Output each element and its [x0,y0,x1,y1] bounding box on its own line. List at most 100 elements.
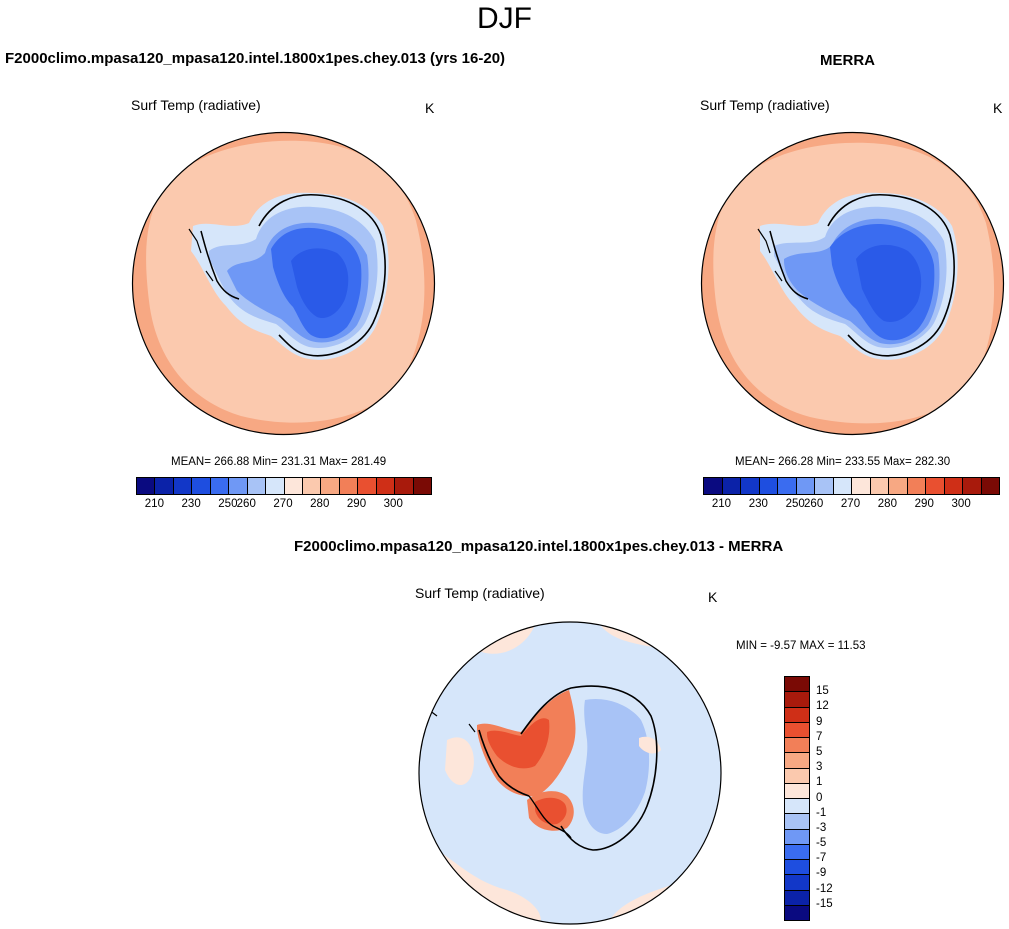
colorbar-swatch [395,478,414,494]
colorbar-swatch [785,722,809,738]
colorbar-swatch [785,753,809,769]
colorbar-swatch [722,478,741,494]
panel1-title: F2000climo.mpasa120_mpasa120.intel.1800x… [5,50,506,67]
colorbar-swatch [785,844,809,860]
panel3-variable-label: Surf Temp (radiative) [415,585,545,601]
panel2-title: MERRA [820,52,875,69]
panel3-colorbar-labels: 15 12 9 7 5 3 1 0 -1 -3 -5 -7 -9 -12 -15 [816,676,846,919]
panel3-units-label: K [708,589,718,605]
colorbar-tick-label: 290 [914,498,934,510]
colorbar-swatch [413,478,431,494]
colorbar-tick-label: 7 [816,730,823,743]
panel2-colorbar [703,477,1000,495]
colorbar-tick-label: 3 [816,761,823,774]
colorbar-swatch [852,478,871,494]
colorbar-swatch [759,478,778,494]
colorbar-swatch [944,478,963,494]
colorbar-tick-label: -15 [816,897,833,910]
panel2-polar-map [700,131,1005,436]
colorbar-tick-label: -1 [816,806,827,819]
colorbar-tick-label: 5 [816,745,823,758]
colorbar-tick-label: 210 [711,498,732,510]
colorbar-swatch [229,478,248,494]
colorbar-tick-label: 300 [383,498,403,510]
colorbar-swatch [210,478,230,494]
colorbar-tick-label: -5 [816,837,827,850]
colorbar-swatch [137,478,156,494]
panel3-title: F2000climo.mpasa120_mpasa120.intel.1800x… [294,538,784,555]
colorbar-swatch [192,478,211,494]
colorbar-swatch [778,478,797,494]
colorbar-swatch [785,738,809,754]
colorbar-tick-label: -3 [816,821,827,834]
colorbar-swatch [907,478,926,494]
colorbar-swatch [785,814,809,830]
panel1-colorbar [136,477,432,495]
colorbar-swatch [785,692,809,708]
colorbar-tick-label: 270 [273,498,293,510]
colorbar-swatch [785,783,809,799]
panel1-variable-label: Surf Temp (radiative) [131,97,261,113]
colorbar-swatch [266,478,285,494]
colorbar-swatch [785,799,809,815]
colorbar-tick-label: -7 [816,852,827,865]
colorbar-tick-label: 270 [840,498,861,510]
colorbar-swatch [926,478,945,494]
colorbar-swatch [785,768,809,784]
colorbar-swatch [704,478,723,494]
panel3-stats: MIN = -9.57 MAX = 11.53 [736,640,866,652]
colorbar-swatch [302,478,322,494]
colorbar-tick-label: 250 [218,498,238,510]
colorbar-tick-label: 290 [346,498,367,510]
panel2-stats: MEAN= 266.28 Min= 233.55 Max= 282.30 [735,456,951,468]
colorbar-swatch [155,478,174,494]
colorbar-tick-label: 280 [877,498,897,510]
colorbar-tick-label: 9 [816,715,823,728]
colorbar-swatch [815,478,834,494]
panel1-colorbar-labels: 210 230 250 260 270 280 290 300 [136,498,430,514]
panel2-variable-label: Surf Temp (radiative) [700,97,830,113]
colorbar-tick-label: 230 [748,498,768,510]
colorbar-swatch [785,829,809,845]
colorbar-swatch [785,905,809,920]
panel1-units-label: K [425,100,435,116]
panel1-stats: MEAN= 266.88 Min= 231.31 Max= 281.49 [171,456,387,468]
colorbar-swatch [963,478,982,494]
panel2-units-label: K [993,100,1003,116]
panel3-polar-map [418,621,722,925]
colorbar-swatch [785,707,809,723]
colorbar-tick-label: -9 [816,867,827,880]
colorbar-swatch [889,478,908,494]
panel1-polar-map [131,131,436,436]
colorbar-tick-label: 230 [181,498,201,510]
colorbar-swatch [785,677,809,693]
colorbar-tick-label: 15 [816,685,829,698]
colorbar-swatch [785,890,809,906]
colorbar-tick-label: 210 [144,498,164,510]
colorbar-swatch [870,478,889,494]
colorbar-tick-label: 12 [816,700,829,713]
colorbar-swatch [785,875,809,891]
panel3-colorbar [784,676,810,921]
colorbar-swatch [981,478,999,494]
colorbar-swatch [741,478,760,494]
colorbar-swatch [339,478,359,494]
colorbar-tick-label: 280 [310,498,330,510]
colorbar-swatch [376,478,396,494]
colorbar-swatch [173,478,193,494]
colorbar-tick-label: -12 [816,882,833,895]
colorbar-tick-label: 260 [804,498,824,510]
colorbar-tick-label: 260 [236,498,256,510]
colorbar-tick-label: 250 [785,498,805,510]
colorbar-tick-label: 0 [816,791,823,804]
colorbar-tick-label: 1 [816,776,823,789]
colorbar-swatch [358,478,377,494]
colorbar-swatch [247,478,267,494]
colorbar-swatch [796,478,815,494]
colorbar-swatch [284,478,303,494]
season-title: DJF [477,2,532,35]
colorbar-swatch [833,478,852,494]
colorbar-tick-label: 300 [951,498,971,510]
panel2-colorbar-labels: 210 230 250 260 270 280 290 300 [703,498,998,514]
colorbar-swatch [785,860,809,876]
